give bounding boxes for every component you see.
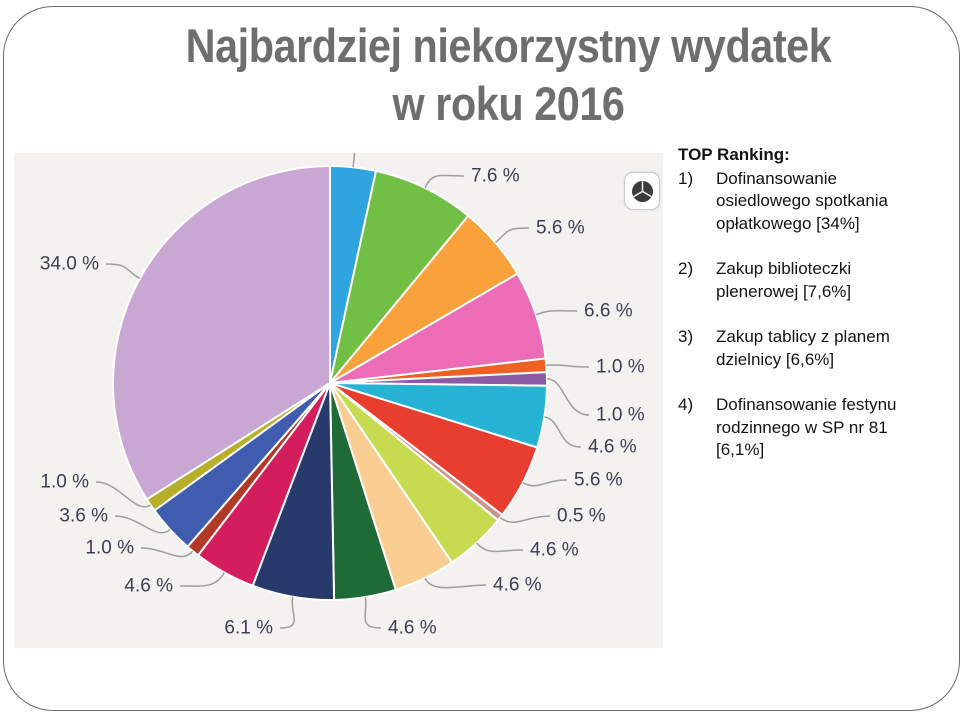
- pie-slice-label: 0.5 %: [557, 506, 606, 527]
- ranking-item-4: 4) Dofinansowanie festynu rodzinnego w S…: [678, 394, 943, 462]
- pie-label-leader: [140, 547, 194, 558]
- pie-slice-label: 5.6 %: [536, 218, 585, 239]
- pie-label-leader: [475, 542, 524, 553]
- pie-slice[interactable]: [329, 169, 470, 384]
- slide-title: Najbardziej niekorzystny wydatek w roku …: [109, 17, 907, 133]
- pie-label-leader: [105, 263, 141, 280]
- ranking-item-text: Zakup biblioteczki plenerowej [7,6%]: [716, 259, 852, 301]
- pie-slice-label: 7.6 %: [471, 166, 520, 187]
- pie-slice-label: 4.6 %: [493, 575, 542, 596]
- pie-slice-label: 1.0 %: [596, 357, 645, 378]
- ranking-heading: TOP Ranking:: [678, 145, 790, 164]
- pie-chart-panel: 7.6 % 5.6 % 6.6 % 1.0 % 1.0 % 4.6 % 5.6 % 0.5 %…: [14, 153, 663, 648]
- pie-label-leader: [424, 174, 465, 189]
- pie-slice-label: 3.6 %: [59, 506, 108, 527]
- pie-label-leader: [424, 577, 487, 589]
- pie-slice-label: 6.1 %: [224, 618, 273, 639]
- pie-slice-label: 4.6 %: [124, 576, 173, 597]
- slide-title-line2: w roku 2016: [392, 77, 625, 130]
- ranking-item-number: 3): [678, 327, 694, 346]
- ranking-item-2: 2) Zakup biblioteczki plenerowej [7,6%]: [678, 258, 943, 303]
- ranking-item-text: Zakup tablicy z planem dzielnicy [6,6%]: [716, 327, 890, 369]
- top-ranking-panel: TOP Ranking: 1) Dofinansowanie osiedlowe…: [678, 144, 943, 485]
- ranking-item-number: 4): [678, 395, 694, 414]
- pie-label-leader: [546, 364, 590, 368]
- pie-slice-label: 4.6 %: [530, 540, 579, 561]
- pie-slice-label: 4.6 %: [588, 437, 637, 458]
- pie-slice-label: 34.0 %: [40, 254, 99, 275]
- ranking-item-number: 2): [678, 259, 694, 278]
- pie-label-leader: [546, 378, 590, 416]
- pie-chart: 7.6 % 5.6 % 6.6 % 1.0 % 1.0 % 4.6 % 5.6 % 0.5 %…: [40, 153, 645, 639]
- pie-label-leader: [522, 479, 568, 487]
- pie-label-leader: [279, 596, 295, 629]
- pie-label-leader: [364, 596, 382, 629]
- pie-slice-label: 1.0 %: [85, 538, 134, 559]
- ranking-item-3: 3) Zakup tablicy z planem dzielnicy [6,6…: [678, 326, 943, 371]
- pie-slice-label: 5.6 %: [574, 470, 623, 491]
- pie-label-leader: [95, 481, 151, 508]
- pie-label-leader: [179, 572, 225, 587]
- pie-slice-label: 1.0 %: [596, 405, 645, 426]
- ranking-item-1: 1) Dofinansowanie osiedlowego spotkania …: [678, 168, 943, 236]
- ranking-item-number: 1): [678, 168, 694, 188]
- ranking-item-text: Dofinansowanie osiedlowego spotkania opł…: [716, 168, 889, 233]
- pie-slice-label: 1.0 %: [40, 472, 89, 493]
- pie-slice[interactable]: [112, 165, 331, 501]
- pie-label-leader: [114, 515, 171, 534]
- ranking-item-text: Dofinansowanie festynu rodzinnego w SP n…: [716, 395, 897, 459]
- chart-menu-button[interactable]: [624, 172, 660, 210]
- pie-chart-icon: [631, 180, 654, 203]
- pie-label-leader: [495, 227, 530, 244]
- pie-label-leader: [535, 309, 578, 316]
- pie-label-leader: [499, 515, 551, 523]
- pie-slice-label: 6.6 %: [584, 301, 633, 322]
- pie-label-leader: [544, 416, 582, 448]
- pie-label-leader: [352, 153, 356, 168]
- slide-title-line1: Najbardziej niekorzystny wydatek: [185, 19, 832, 72]
- pie-slice-label: 4.6 %: [388, 618, 437, 639]
